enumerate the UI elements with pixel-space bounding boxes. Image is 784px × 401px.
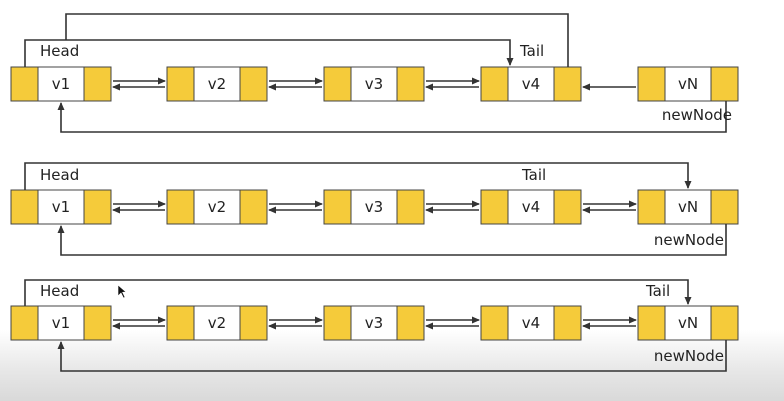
prev-pointer-slot bbox=[637, 189, 666, 225]
next-pointer-slot bbox=[710, 66, 739, 102]
head-label: Head bbox=[40, 282, 79, 300]
next-pointer-slot bbox=[553, 189, 582, 225]
list-row: v1 v2 v3 v4 vN Head Tail newNode bbox=[10, 162, 739, 256]
list-node: vN bbox=[637, 305, 739, 341]
node-value-label: v3 bbox=[365, 75, 383, 93]
prev-pointer-slot bbox=[10, 305, 39, 341]
prev-pointer-slot bbox=[166, 189, 195, 225]
next-pointer-slot bbox=[553, 305, 582, 341]
new-node-label: newNode bbox=[654, 231, 724, 249]
node-value-box bbox=[350, 66, 398, 102]
node-value-label: v1 bbox=[52, 198, 70, 216]
node-value-label: v2 bbox=[208, 198, 226, 216]
prev-pointer-slot bbox=[480, 305, 509, 341]
list-node: v2 bbox=[166, 189, 268, 225]
node-value-box bbox=[350, 305, 398, 341]
list-node: v2 bbox=[166, 305, 268, 341]
bottom-shade bbox=[0, 330, 784, 401]
head-label: Head bbox=[40, 42, 79, 60]
circular-next-line bbox=[65, 13, 569, 67]
node-value-label: vN bbox=[678, 314, 698, 332]
new-node-label: newNode bbox=[654, 347, 724, 365]
next-pointer-slot bbox=[83, 66, 112, 102]
list-node: vN bbox=[637, 189, 739, 225]
tail-pointer-line bbox=[24, 162, 692, 190]
list-node: v4 bbox=[480, 66, 582, 102]
list-node: v3 bbox=[323, 305, 425, 341]
list-node: v4 bbox=[480, 189, 582, 225]
node-value-box bbox=[507, 305, 555, 341]
tail-label: Tail bbox=[645, 282, 670, 300]
node-value-label: vN bbox=[678, 198, 698, 216]
list-node: vN bbox=[637, 66, 739, 102]
list-node: v2 bbox=[166, 66, 268, 102]
next-pointer-slot bbox=[239, 189, 268, 225]
prev-pointer-slot bbox=[166, 66, 195, 102]
prev-pointer-slot bbox=[323, 66, 352, 102]
node-value-label: v4 bbox=[522, 75, 540, 93]
prev-pointer-slot bbox=[10, 66, 39, 102]
list-node: v3 bbox=[323, 66, 425, 102]
next-pointer-slot bbox=[239, 305, 268, 341]
node-value-label: v3 bbox=[365, 198, 383, 216]
newnode-to-head-line bbox=[57, 224, 727, 256]
node-value-box bbox=[193, 305, 241, 341]
prev-pointer-slot bbox=[480, 66, 509, 102]
newnode-to-head-line bbox=[57, 101, 727, 133]
node-value-label: v4 bbox=[522, 314, 540, 332]
next-pointer-slot bbox=[239, 66, 268, 102]
head-label: Head bbox=[40, 166, 79, 184]
node-value-box bbox=[664, 66, 712, 102]
prev-pointer-slot bbox=[166, 305, 195, 341]
node-value-box bbox=[664, 305, 712, 341]
list-node: v1 bbox=[10, 189, 112, 225]
next-pointer-slot bbox=[83, 189, 112, 225]
prev-pointer-slot bbox=[323, 189, 352, 225]
node-value-label: v1 bbox=[52, 314, 70, 332]
node-value-box bbox=[37, 66, 85, 102]
tail-label: Tail bbox=[521, 166, 546, 184]
node-value-label: v3 bbox=[365, 314, 383, 332]
tail-label: Tail bbox=[519, 42, 544, 60]
tail-pointer-line bbox=[24, 39, 514, 67]
node-value-box bbox=[507, 189, 555, 225]
list-node: v1 bbox=[10, 66, 112, 102]
newnode-to-head-line bbox=[57, 340, 727, 372]
list-node: v4 bbox=[480, 305, 582, 341]
next-pointer-slot bbox=[83, 305, 112, 341]
prev-pointer-slot bbox=[637, 305, 666, 341]
mouse-pointer-icon bbox=[117, 284, 127, 299]
node-value-box bbox=[193, 66, 241, 102]
prev-pointer-slot bbox=[323, 305, 352, 341]
prev-pointer-slot bbox=[637, 66, 666, 102]
list-node: v1 bbox=[10, 305, 112, 341]
next-pointer-slot bbox=[710, 189, 739, 225]
next-pointer-slot bbox=[396, 305, 425, 341]
list-node: v3 bbox=[323, 189, 425, 225]
node-value-box bbox=[507, 66, 555, 102]
node-value-label: v2 bbox=[208, 314, 226, 332]
node-value-label: v4 bbox=[522, 198, 540, 216]
node-value-box bbox=[193, 189, 241, 225]
node-value-label: vN bbox=[678, 75, 698, 93]
node-value-label: v1 bbox=[52, 75, 70, 93]
node-value-label: v2 bbox=[208, 75, 226, 93]
prev-pointer-slot bbox=[480, 189, 509, 225]
next-pointer-slot bbox=[710, 305, 739, 341]
tail-pointer-line bbox=[24, 279, 692, 306]
prev-pointer-slot bbox=[10, 189, 39, 225]
list-row: v1 v2 v3 v4 vN Head Tail newNode bbox=[10, 13, 739, 133]
next-pointer-slot bbox=[396, 189, 425, 225]
node-value-box bbox=[37, 189, 85, 225]
list-row: v1 v2 v3 v4 vN Head Tail newNode bbox=[10, 279, 739, 372]
next-pointer-slot bbox=[396, 66, 425, 102]
new-node-label: newNode bbox=[662, 106, 732, 124]
next-pointer-slot bbox=[553, 66, 582, 102]
